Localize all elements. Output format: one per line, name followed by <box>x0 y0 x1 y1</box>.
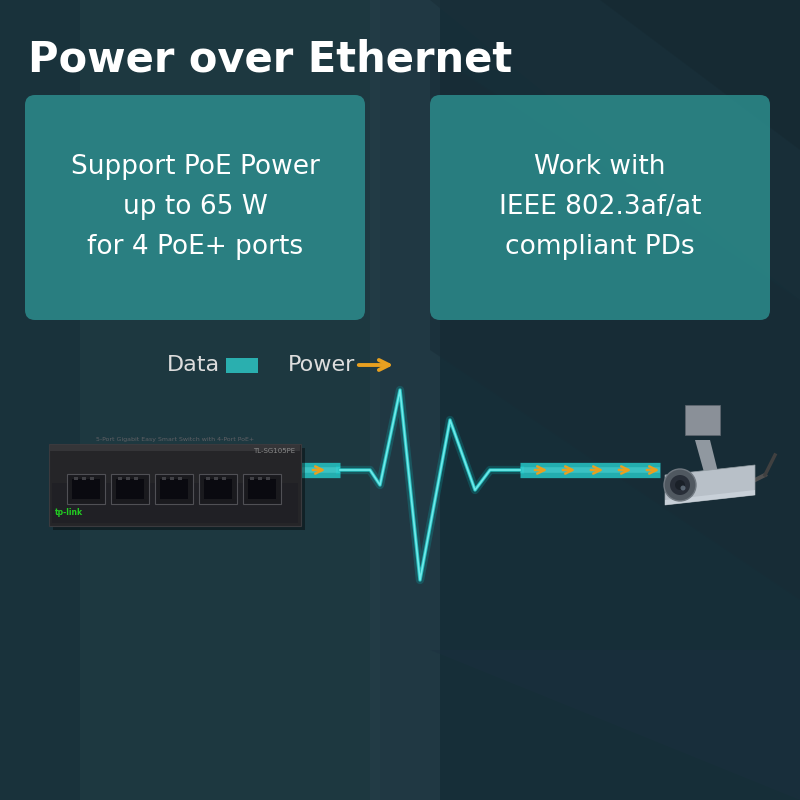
FancyBboxPatch shape <box>170 477 174 480</box>
Text: Data: Data <box>167 355 220 375</box>
Polygon shape <box>685 405 720 435</box>
FancyBboxPatch shape <box>53 448 305 530</box>
FancyBboxPatch shape <box>266 477 270 480</box>
FancyBboxPatch shape <box>74 477 78 480</box>
FancyBboxPatch shape <box>214 477 218 480</box>
Polygon shape <box>370 0 440 800</box>
Polygon shape <box>695 440 720 483</box>
FancyBboxPatch shape <box>243 474 281 504</box>
FancyBboxPatch shape <box>206 477 210 480</box>
Circle shape <box>681 486 686 490</box>
FancyBboxPatch shape <box>82 477 86 480</box>
Polygon shape <box>380 0 800 800</box>
FancyBboxPatch shape <box>222 477 226 480</box>
Text: TL-SG105PE: TL-SG105PE <box>253 448 295 454</box>
FancyBboxPatch shape <box>25 95 365 320</box>
Text: 5-Port Gigabit Easy Smart Switch with 4-Port PoE+: 5-Port Gigabit Easy Smart Switch with 4-… <box>96 437 254 442</box>
Polygon shape <box>430 50 800 600</box>
Polygon shape <box>665 490 755 505</box>
FancyBboxPatch shape <box>90 477 94 480</box>
FancyBboxPatch shape <box>50 445 300 451</box>
Text: tp-link: tp-link <box>55 508 83 517</box>
FancyBboxPatch shape <box>67 474 105 504</box>
FancyBboxPatch shape <box>204 479 232 499</box>
FancyBboxPatch shape <box>248 479 276 499</box>
FancyBboxPatch shape <box>160 479 188 499</box>
FancyBboxPatch shape <box>199 474 237 504</box>
Text: Power over Ethernet: Power over Ethernet <box>28 38 512 80</box>
Text: Support PoE Power
up to 65 W
for 4 PoE+ ports: Support PoE Power up to 65 W for 4 PoE+ … <box>70 154 319 261</box>
FancyBboxPatch shape <box>134 477 138 480</box>
Circle shape <box>675 480 685 490</box>
Polygon shape <box>600 0 800 150</box>
FancyBboxPatch shape <box>155 474 193 504</box>
Polygon shape <box>665 465 755 505</box>
Text: Work with
IEEE 802.3af/at
compliant PDs: Work with IEEE 802.3af/at compliant PDs <box>498 154 702 261</box>
Polygon shape <box>430 0 800 300</box>
FancyBboxPatch shape <box>52 483 298 523</box>
Polygon shape <box>430 650 800 800</box>
FancyBboxPatch shape <box>178 477 182 480</box>
FancyBboxPatch shape <box>72 479 100 499</box>
Circle shape <box>670 475 690 495</box>
FancyBboxPatch shape <box>118 477 122 480</box>
FancyBboxPatch shape <box>126 477 130 480</box>
Circle shape <box>664 469 696 501</box>
FancyBboxPatch shape <box>162 477 166 480</box>
FancyBboxPatch shape <box>226 358 258 373</box>
FancyBboxPatch shape <box>250 477 254 480</box>
Polygon shape <box>0 0 380 800</box>
FancyBboxPatch shape <box>258 477 262 480</box>
Polygon shape <box>0 0 80 800</box>
FancyBboxPatch shape <box>111 474 149 504</box>
FancyBboxPatch shape <box>49 444 301 526</box>
FancyBboxPatch shape <box>116 479 144 499</box>
Text: Power: Power <box>288 355 355 375</box>
FancyBboxPatch shape <box>430 95 770 320</box>
